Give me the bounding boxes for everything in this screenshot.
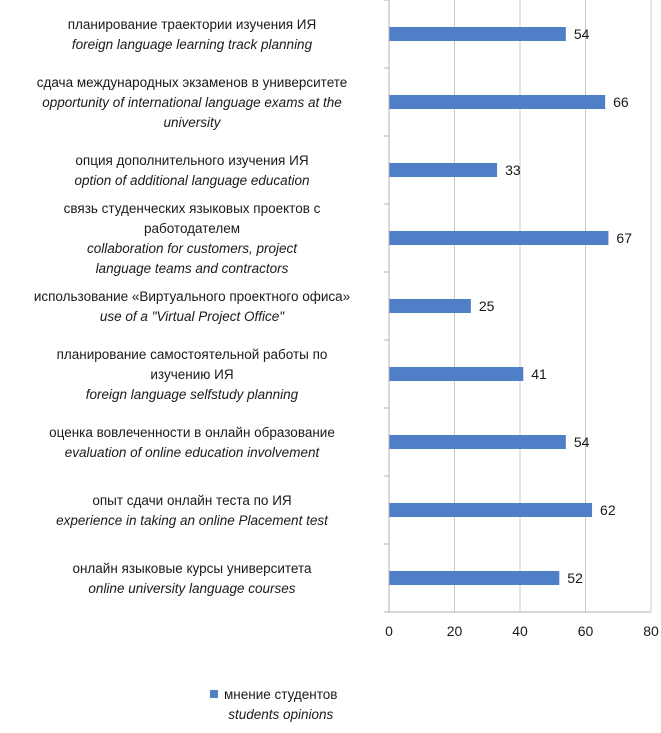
bar-8 <box>389 571 560 585</box>
bar-2 <box>389 163 498 177</box>
category-label-8-line-1: online university language courses <box>88 581 295 596</box>
data-label-3: 67 <box>616 230 632 246</box>
category-label-7-line-0: опыт сдачи онлайн теста по ИЯ <box>92 493 291 508</box>
x-tick-label-3: 60 <box>578 623 594 639</box>
category-label-6-line-1: evaluation of online education involveme… <box>65 445 321 460</box>
category-label-1-line-1: opportunity of international language ex… <box>42 95 341 110</box>
data-label-0: 54 <box>574 26 590 42</box>
legend-label: мнение студентов students opinions <box>224 685 337 725</box>
category-label-1: сдача международных экзаменов в универси… <box>37 75 348 130</box>
category-label-4: использование «Виртуального проектного о… <box>34 289 350 324</box>
category-label-3-line-0: связь студенческих языковых проектов с <box>64 201 321 216</box>
category-label-3-line-3: language teams and contractors <box>96 261 289 276</box>
legend-label-en: students opinions <box>228 707 334 722</box>
category-label-8: онлайн языковые курсы университета online… <box>72 561 312 596</box>
category-label-1-line-0: сдача международных экзаменов в универси… <box>37 75 348 90</box>
legend: мнение студентов students opinions <box>210 685 337 725</box>
category-label-4-line-0: использование «Виртуального проектного о… <box>34 289 350 304</box>
data-label-1: 66 <box>613 94 629 110</box>
category-label-5-line-0: планирование самостоятельной работы по <box>57 347 328 362</box>
category-label-2-line-1: option of additional language education <box>75 173 310 188</box>
category-label-7: опыт сдачи онлайн теста по ИЯ experience … <box>56 493 329 528</box>
category-label-0: планирование траектории изучения ИЯ forei… <box>68 17 317 52</box>
bars <box>389 27 609 585</box>
data-label-6: 54 <box>574 434 590 450</box>
category-label-3: связь студенческих языковых проектов с ра… <box>64 201 321 276</box>
data-label-5: 41 <box>531 366 547 382</box>
x-tick-label-1: 20 <box>447 623 463 639</box>
data-label-2: 33 <box>505 162 521 178</box>
category-label-3-line-2: collaboration for customers, project <box>87 241 298 256</box>
x-tick-label-4: 80 <box>643 623 659 639</box>
bar-1 <box>389 95 606 109</box>
category-label-0-line-1: foreign language learning track planning <box>72 37 313 52</box>
x-tick-label-2: 40 <box>512 623 528 639</box>
bar-5 <box>389 367 524 381</box>
legend-label-ru: мнение студентов <box>224 687 338 702</box>
bar-7 <box>389 503 593 517</box>
bar-3 <box>389 231 609 245</box>
category-label-1-line-2: university <box>163 115 221 130</box>
category-label-0-line-0: планирование траектории изучения ИЯ <box>68 17 317 32</box>
data-label-7: 62 <box>600 502 616 518</box>
category-label-2-line-0: опция дополнительного изучения ИЯ <box>75 153 308 168</box>
data-label-4: 25 <box>479 298 495 314</box>
category-label-5-line-1: изучению ИЯ <box>150 367 233 382</box>
category-label-7-line-1: experience in taking an online Placement… <box>56 513 329 528</box>
x-axis: 0 20 40 60 80 <box>384 0 659 639</box>
category-label-4-line-1: use of a "Virtual Project Office" <box>100 309 285 324</box>
data-label-8: 52 <box>567 570 583 586</box>
category-label-2: опция дополнительного изучения ИЯ option … <box>75 153 310 188</box>
bar-0 <box>389 27 566 41</box>
category-label-5: планирование самостоятельной работы по из… <box>57 347 328 402</box>
category-label-6-line-0: оценка вовлеченности в онлайн образовани… <box>49 425 335 440</box>
category-label-8-line-0: онлайн языковые курсы университета <box>72 561 312 576</box>
category-label-5-line-2: foreign language selfstudy planning <box>86 387 299 402</box>
category-label-3-line-1: работодателем <box>144 221 240 236</box>
category-labels: планирование траектории изучения ИЯ forei… <box>34 17 350 596</box>
bar-6 <box>389 435 566 449</box>
x-tick-label-0: 0 <box>385 623 393 639</box>
category-label-6: оценка вовлеченности в онлайн образовани… <box>49 425 335 460</box>
legend-swatch <box>210 690 218 698</box>
data-labels: 54 66 33 67 25 41 54 62 52 <box>479 26 632 586</box>
bar-4 <box>389 299 471 313</box>
